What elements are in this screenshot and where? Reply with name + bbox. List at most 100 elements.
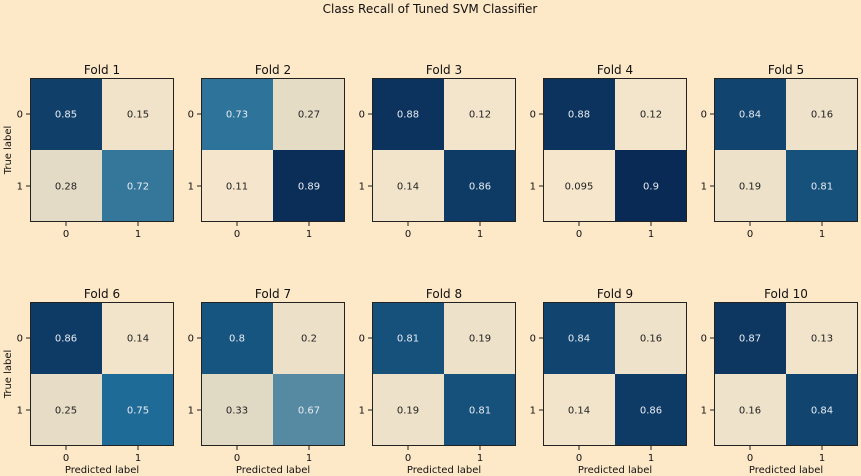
fold-2-cell-1-1 — [273, 150, 345, 222]
fold-3-value-0-1: 0.12 — [469, 110, 491, 121]
fold-4-frame — [543, 78, 687, 222]
fold-8-value-1-0: 0.19 — [397, 406, 419, 417]
fold-6-ytick-label-1: 1 — [17, 406, 23, 417]
fold-7-xtick-label-0: 0 — [234, 453, 240, 464]
fold-6-cell-0-0 — [30, 302, 102, 374]
fold-1-ytick-label-0: 0 — [17, 110, 23, 121]
fold-7-cell-0-1 — [273, 302, 345, 374]
fold-3-frame — [372, 78, 516, 222]
fold-3-cell-1-0 — [372, 150, 444, 222]
fold-4-cell-1-0 — [543, 150, 615, 222]
fold-2-value-1-0: 0.11 — [226, 182, 248, 193]
fold-7-ytick-label-1: 1 — [188, 406, 194, 417]
fold-6-value-0-0: 0.86 — [55, 334, 77, 345]
fold-9-xlabel: Predicted label — [578, 465, 652, 476]
fold-1-title: Fold 1 — [84, 63, 120, 77]
fold-7-cell-1-1 — [273, 374, 345, 446]
fold-5-value-0-1: 0.16 — [811, 110, 833, 121]
fold-5-value-1-0: 0.19 — [739, 182, 761, 193]
fold-4-title: Fold 4 — [597, 63, 633, 77]
fold-7-frame — [201, 302, 345, 446]
fold-8-value-1-1: 0.81 — [469, 406, 491, 417]
fold-9-title: Fold 9 — [597, 287, 633, 301]
fold-10-xtick-label-0: 0 — [747, 453, 753, 464]
fold-8-xlabel: Predicted label — [407, 465, 481, 476]
fold-10-title: Fold 10 — [764, 287, 808, 301]
fold-1-xtick-label-0: 0 — [63, 229, 69, 240]
fold-6-frame — [30, 302, 174, 446]
fold-3-ytick-label-0: 0 — [359, 110, 365, 121]
fold-10-xlabel: Predicted label — [749, 465, 823, 476]
fold-1-cell-0-0 — [30, 78, 102, 150]
figure-title: Class Recall of Tuned SVM Classifier — [323, 2, 538, 16]
fold-8-xtick-label-0: 0 — [405, 453, 411, 464]
fold-7-cell-0-0 — [201, 302, 273, 374]
fold-10-cell-1-1 — [786, 374, 858, 446]
fold-1-ytick-label-1: 1 — [17, 182, 23, 193]
fold-4-cell-0-1 — [615, 78, 687, 150]
fold-10-xtick-label-1: 1 — [819, 453, 825, 464]
fold-9-frame — [543, 302, 687, 446]
fold-10-frame — [714, 302, 858, 446]
fold-10-cell-0-1 — [786, 302, 858, 374]
fold-10-ytick-label-1: 1 — [701, 406, 707, 417]
fold-5-title: Fold 5 — [768, 63, 804, 77]
fold-9-value-0-1: 0.16 — [640, 334, 662, 345]
fold-1-value-1-1: 0.72 — [127, 182, 149, 193]
fold-2-xtick-label-0: 0 — [234, 229, 240, 240]
fold-8-xtick-label-1: 1 — [477, 453, 483, 464]
fold-2-value-0-0: 0.73 — [226, 110, 248, 121]
fold-2-cell-1-0 — [201, 150, 273, 222]
fold-2-cell-0-1 — [273, 78, 345, 150]
fold-9-value-1-0: 0.14 — [568, 406, 590, 417]
fold-9-ytick-label-1: 1 — [530, 406, 536, 417]
fold-9-value-1-1: 0.86 — [640, 406, 662, 417]
fold-1-value-0-1: 0.15 — [127, 110, 149, 121]
fold-3-cell-0-1 — [444, 78, 516, 150]
fold-3-xtick-label-1: 1 — [477, 229, 483, 240]
fold-6-cell-1-1 — [102, 374, 174, 446]
fold-5-cell-0-0 — [714, 78, 786, 150]
fold-9-cell-1-1 — [615, 374, 687, 446]
fold-6-xlabel: Predicted label — [65, 465, 139, 476]
fold-2-ytick-label-1: 1 — [188, 182, 194, 193]
fold-9-xtick-label-0: 0 — [576, 453, 582, 464]
fold-8-frame — [372, 302, 516, 446]
fold-10-ytick-label-0: 0 — [701, 334, 707, 345]
fold-4-value-1-1: 0.9 — [643, 182, 659, 193]
fold-4-value-1-0: 0.095 — [565, 182, 594, 193]
fold-8-title: Fold 8 — [426, 287, 462, 301]
fold-7-value-1-0: 0.33 — [226, 406, 248, 417]
fold-3-value-1-0: 0.14 — [397, 182, 419, 193]
fold-1-cell-1-1 — [102, 150, 174, 222]
fold-5-ytick-label-1: 1 — [701, 182, 707, 193]
fold-9-xtick-label-1: 1 — [648, 453, 654, 464]
fold-9-ytick-label-0: 0 — [530, 334, 536, 345]
fold-3-xtick-label-0: 0 — [405, 229, 411, 240]
fold-2-value-0-1: 0.27 — [298, 110, 320, 121]
fold-10-value-0-0: 0.87 — [739, 334, 761, 345]
fold-6-value-1-0: 0.25 — [55, 406, 77, 417]
fold-9-cell-1-0 — [543, 374, 615, 446]
fold-1-ylabel: True label — [3, 126, 14, 176]
fold-6-cell-1-0 — [30, 374, 102, 446]
fold-2-frame — [201, 78, 345, 222]
fold-3-ytick-label-1: 1 — [359, 182, 365, 193]
fold-1-value-0-0: 0.85 — [55, 110, 77, 121]
fold-1-cell-0-1 — [102, 78, 174, 150]
fold-3-value-1-1: 0.86 — [469, 182, 491, 193]
fold-8-value-0-0: 0.81 — [397, 334, 419, 345]
fold-8-cell-0-0 — [372, 302, 444, 374]
fold-8-value-0-1: 0.19 — [469, 334, 491, 345]
fold-7-ytick-label-0: 0 — [188, 334, 194, 345]
fold-4-cell-0-0 — [543, 78, 615, 150]
fold-10-value-0-1: 0.13 — [811, 334, 833, 345]
fold-6-ytick-label-0: 0 — [17, 334, 23, 345]
fold-3-title: Fold 3 — [426, 63, 462, 77]
fold-4-cell-1-1 — [615, 150, 687, 222]
fold-4-xtick-label-0: 0 — [576, 229, 582, 240]
fold-2-cell-0-0 — [201, 78, 273, 150]
fold-2-value-1-1: 0.89 — [298, 182, 320, 193]
